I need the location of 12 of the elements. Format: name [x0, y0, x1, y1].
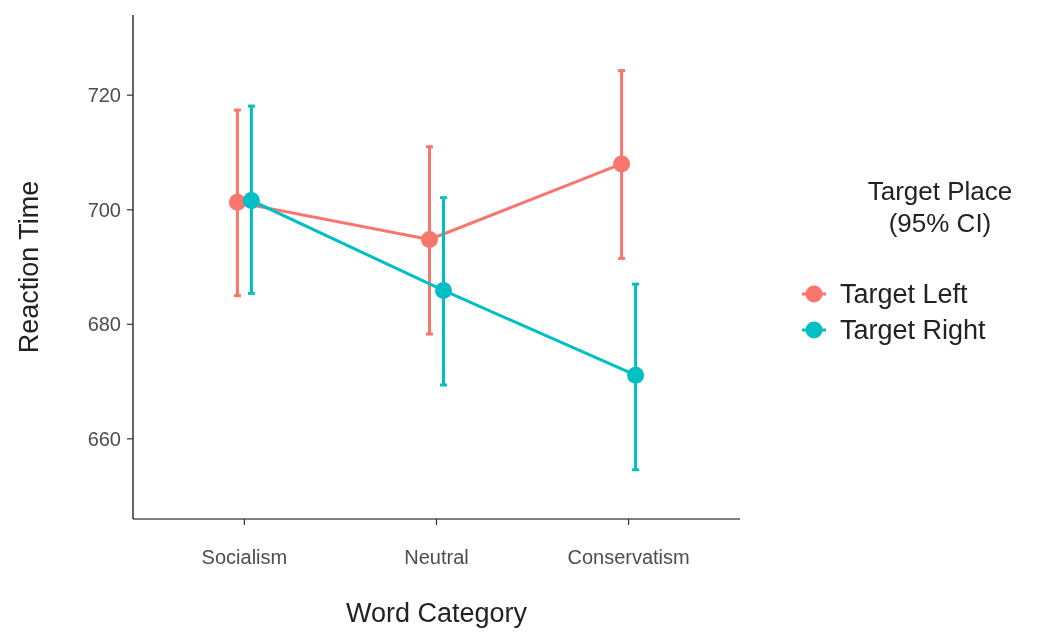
y-tick-label: 700: [87, 198, 121, 221]
legend-label: Target Left: [840, 279, 969, 310]
y-tick-label: 660: [87, 427, 121, 450]
y-tick-label: 720: [87, 84, 121, 107]
legend-label: Target Right: [840, 315, 987, 346]
x-tick-label: Socialism: [201, 546, 288, 568]
x-tick-label: Neutral: [404, 546, 469, 568]
legend-title: Target Place (95% CI): [867, 176, 1013, 238]
y-tick-label: 680: [87, 313, 121, 336]
y-axis-title: Reaction Time: [14, 180, 44, 354]
x-axis-title: Word Category: [345, 598, 528, 628]
x-tick-label: Conservatism: [567, 546, 690, 568]
